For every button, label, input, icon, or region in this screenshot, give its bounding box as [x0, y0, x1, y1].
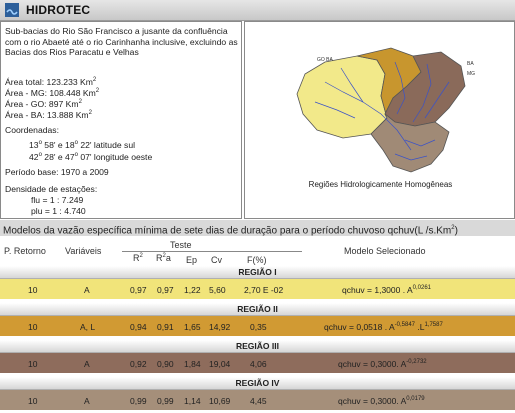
plu-density: plu = 1 : 4.740 — [31, 206, 86, 216]
region-band-ii: REGIÃO II — [0, 303, 515, 316]
table-cell: qchuv = 0,3000. A0,0179 — [338, 396, 425, 406]
state-label-go-ba: GO BA — [317, 57, 334, 63]
table-cell: qchuv = 0,0518 . A-0,5847 .L1,7587 — [324, 322, 443, 332]
table-cell: 0,99 — [130, 396, 147, 406]
table-cell: 1,14 — [184, 396, 201, 406]
longitude-range: 42o 28' e 47o 07' longitude oeste — [29, 151, 153, 162]
col-variaveis: Variáveis — [65, 246, 102, 256]
table-cell: 1,65 — [184, 322, 201, 332]
superscript: o — [74, 152, 78, 158]
superscript: o — [38, 152, 42, 158]
superscript: o — [38, 140, 42, 146]
table-cell: 2,70 E -02 — [244, 285, 284, 295]
table-cell: qchuv = 1,3000 . A0,0261 — [342, 285, 432, 295]
table-cell: 1,22 — [184, 285, 201, 295]
table-cell: 0,97 — [157, 285, 174, 295]
superscript: 0,0179 — [406, 396, 425, 403]
river-network — [314, 61, 450, 161]
table-cell: 0,99 — [157, 396, 174, 406]
region-band-iii: REGIÃO III — [0, 340, 515, 353]
table-cell: A — [84, 285, 90, 295]
superscript: -0,2732 — [406, 359, 427, 366]
superscript: 2 — [92, 77, 97, 83]
area-total: Área total: 123.233 Km2 — [5, 76, 97, 87]
table-row: 10 A 0,99 0,99 1,14 10,69 4,45 qchuv = 0… — [0, 390, 515, 410]
superscript: 0,0261 — [412, 285, 432, 292]
superscript: 2 — [78, 99, 82, 105]
station-density-label: Densidade de estações: — [5, 184, 98, 194]
region-i-area — [296, 55, 388, 139]
flu-density: flu = 1 : 7.249 — [31, 195, 84, 205]
app-header: HIDROTEC — [0, 0, 515, 21]
table-cell: A — [84, 359, 90, 369]
table-cell: 10,69 — [209, 396, 231, 406]
hidrotec-logo-icon — [5, 3, 19, 17]
superscript: 2 — [162, 253, 166, 259]
table-cell: 10 — [28, 322, 38, 332]
table-cell: A — [84, 396, 90, 406]
table-cell: 0,35 — [250, 322, 267, 332]
basin-description: Sub-bacias do Rio São Francisco a jusant… — [5, 26, 238, 57]
region-band-i: REGIÃO I — [0, 266, 515, 279]
map-caption: Regiões Hidrologicamente Homogêneas — [308, 180, 453, 189]
table-row: 10 A 0,97 0,97 1,22 5,60 2,70 E -02 qchu… — [0, 279, 515, 299]
area-ba: Área - BA: 13.888 Km2 — [5, 109, 92, 120]
table-cell: 0,91 — [157, 322, 174, 332]
table-cell: 10 — [28, 285, 38, 295]
superscript: 2 — [95, 88, 100, 94]
superscript: -0,5847 — [394, 322, 416, 329]
col-teste: Teste — [170, 240, 192, 250]
table-cell: 4,45 — [250, 396, 267, 406]
table-cell: qchuv = 0,3000. A-0,2732 — [338, 359, 427, 369]
superscript: 2 — [451, 225, 455, 231]
regions-map-panel: GO BA BA MG Regiões Hidrologicamente Hom… — [244, 21, 515, 219]
sub-f: F(%) — [247, 255, 267, 265]
table-row: 10 A, L 0,94 0,91 1,65 14,92 0,35 qchuv … — [0, 316, 515, 336]
table-cell: A, L — [80, 322, 96, 332]
col-modelo: Modelo Selecionado — [344, 246, 426, 256]
table-cell: 0,92 — [130, 359, 147, 369]
table-cell: 19,04 — [209, 359, 231, 369]
coordinates-label: Coordenadas: — [5, 125, 59, 135]
basin-info-panel: Sub-bacias do Rio São Francisco a jusant… — [0, 21, 242, 219]
table-row: 10 A 0,92 0,90 1,84 19,04 4,06 qchuv = 0… — [0, 353, 515, 373]
state-label-mg: MG — [467, 71, 475, 77]
base-period: Período base: 1970 a 2009 — [5, 167, 109, 177]
region-iv-area — [370, 113, 450, 173]
superscript: o — [74, 140, 78, 146]
area-go: Área - GO: 897 Km2 — [5, 98, 82, 109]
sub-r2: R2 — [133, 253, 143, 263]
area-mg: Área - MG: 108.448 Km2 — [5, 87, 100, 98]
table-cell: 0,94 — [130, 322, 147, 332]
table-cell: 10 — [28, 359, 38, 369]
superscript: 2 — [139, 253, 143, 259]
table-cell: 1,84 — [184, 359, 201, 369]
region-band-iv: REGIÃO IV — [0, 377, 515, 390]
homogeneous-regions-map: GO BA BA MG — [296, 47, 475, 173]
sub-ep: Ep — [186, 255, 198, 265]
table-cell: 4,06 — [250, 359, 267, 369]
sub-r2a: R2a — [156, 253, 171, 263]
superscript: 2 — [88, 110, 92, 116]
state-label-ba: BA — [467, 61, 474, 67]
latitude-range: 13o 58' e 18o 22' latitude sul — [29, 139, 136, 150]
table-cell: 0,97 — [130, 285, 147, 295]
table-cell: 5,60 — [209, 285, 226, 295]
brand-title: HIDROTEC — [26, 3, 91, 17]
table-cell: 10 — [28, 396, 38, 406]
sub-cv: Cv — [211, 255, 222, 265]
table-cell: 14,92 — [209, 322, 231, 332]
table-cell: 0,90 — [157, 359, 174, 369]
col-periodo: P. Retorno — [4, 246, 46, 256]
table-title: Modelos da vazão específica mínima de se… — [0, 220, 515, 236]
teste-divider — [122, 251, 302, 252]
superscript: 1,7587 — [424, 322, 443, 329]
